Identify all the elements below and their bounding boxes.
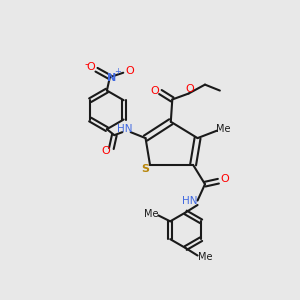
Text: O: O bbox=[220, 174, 229, 184]
Text: N: N bbox=[107, 73, 116, 83]
Text: O: O bbox=[150, 85, 159, 96]
Text: HN: HN bbox=[117, 124, 133, 134]
Text: S: S bbox=[142, 164, 149, 174]
Text: Me: Me bbox=[198, 252, 212, 262]
Text: Me: Me bbox=[216, 124, 231, 134]
Text: O: O bbox=[102, 146, 110, 157]
Text: +: + bbox=[114, 67, 121, 76]
Text: -: - bbox=[84, 59, 88, 69]
Text: Me: Me bbox=[144, 209, 158, 219]
Text: O: O bbox=[87, 62, 95, 72]
Text: O: O bbox=[125, 66, 134, 76]
Text: HN: HN bbox=[182, 196, 198, 206]
Text: O: O bbox=[186, 84, 194, 94]
